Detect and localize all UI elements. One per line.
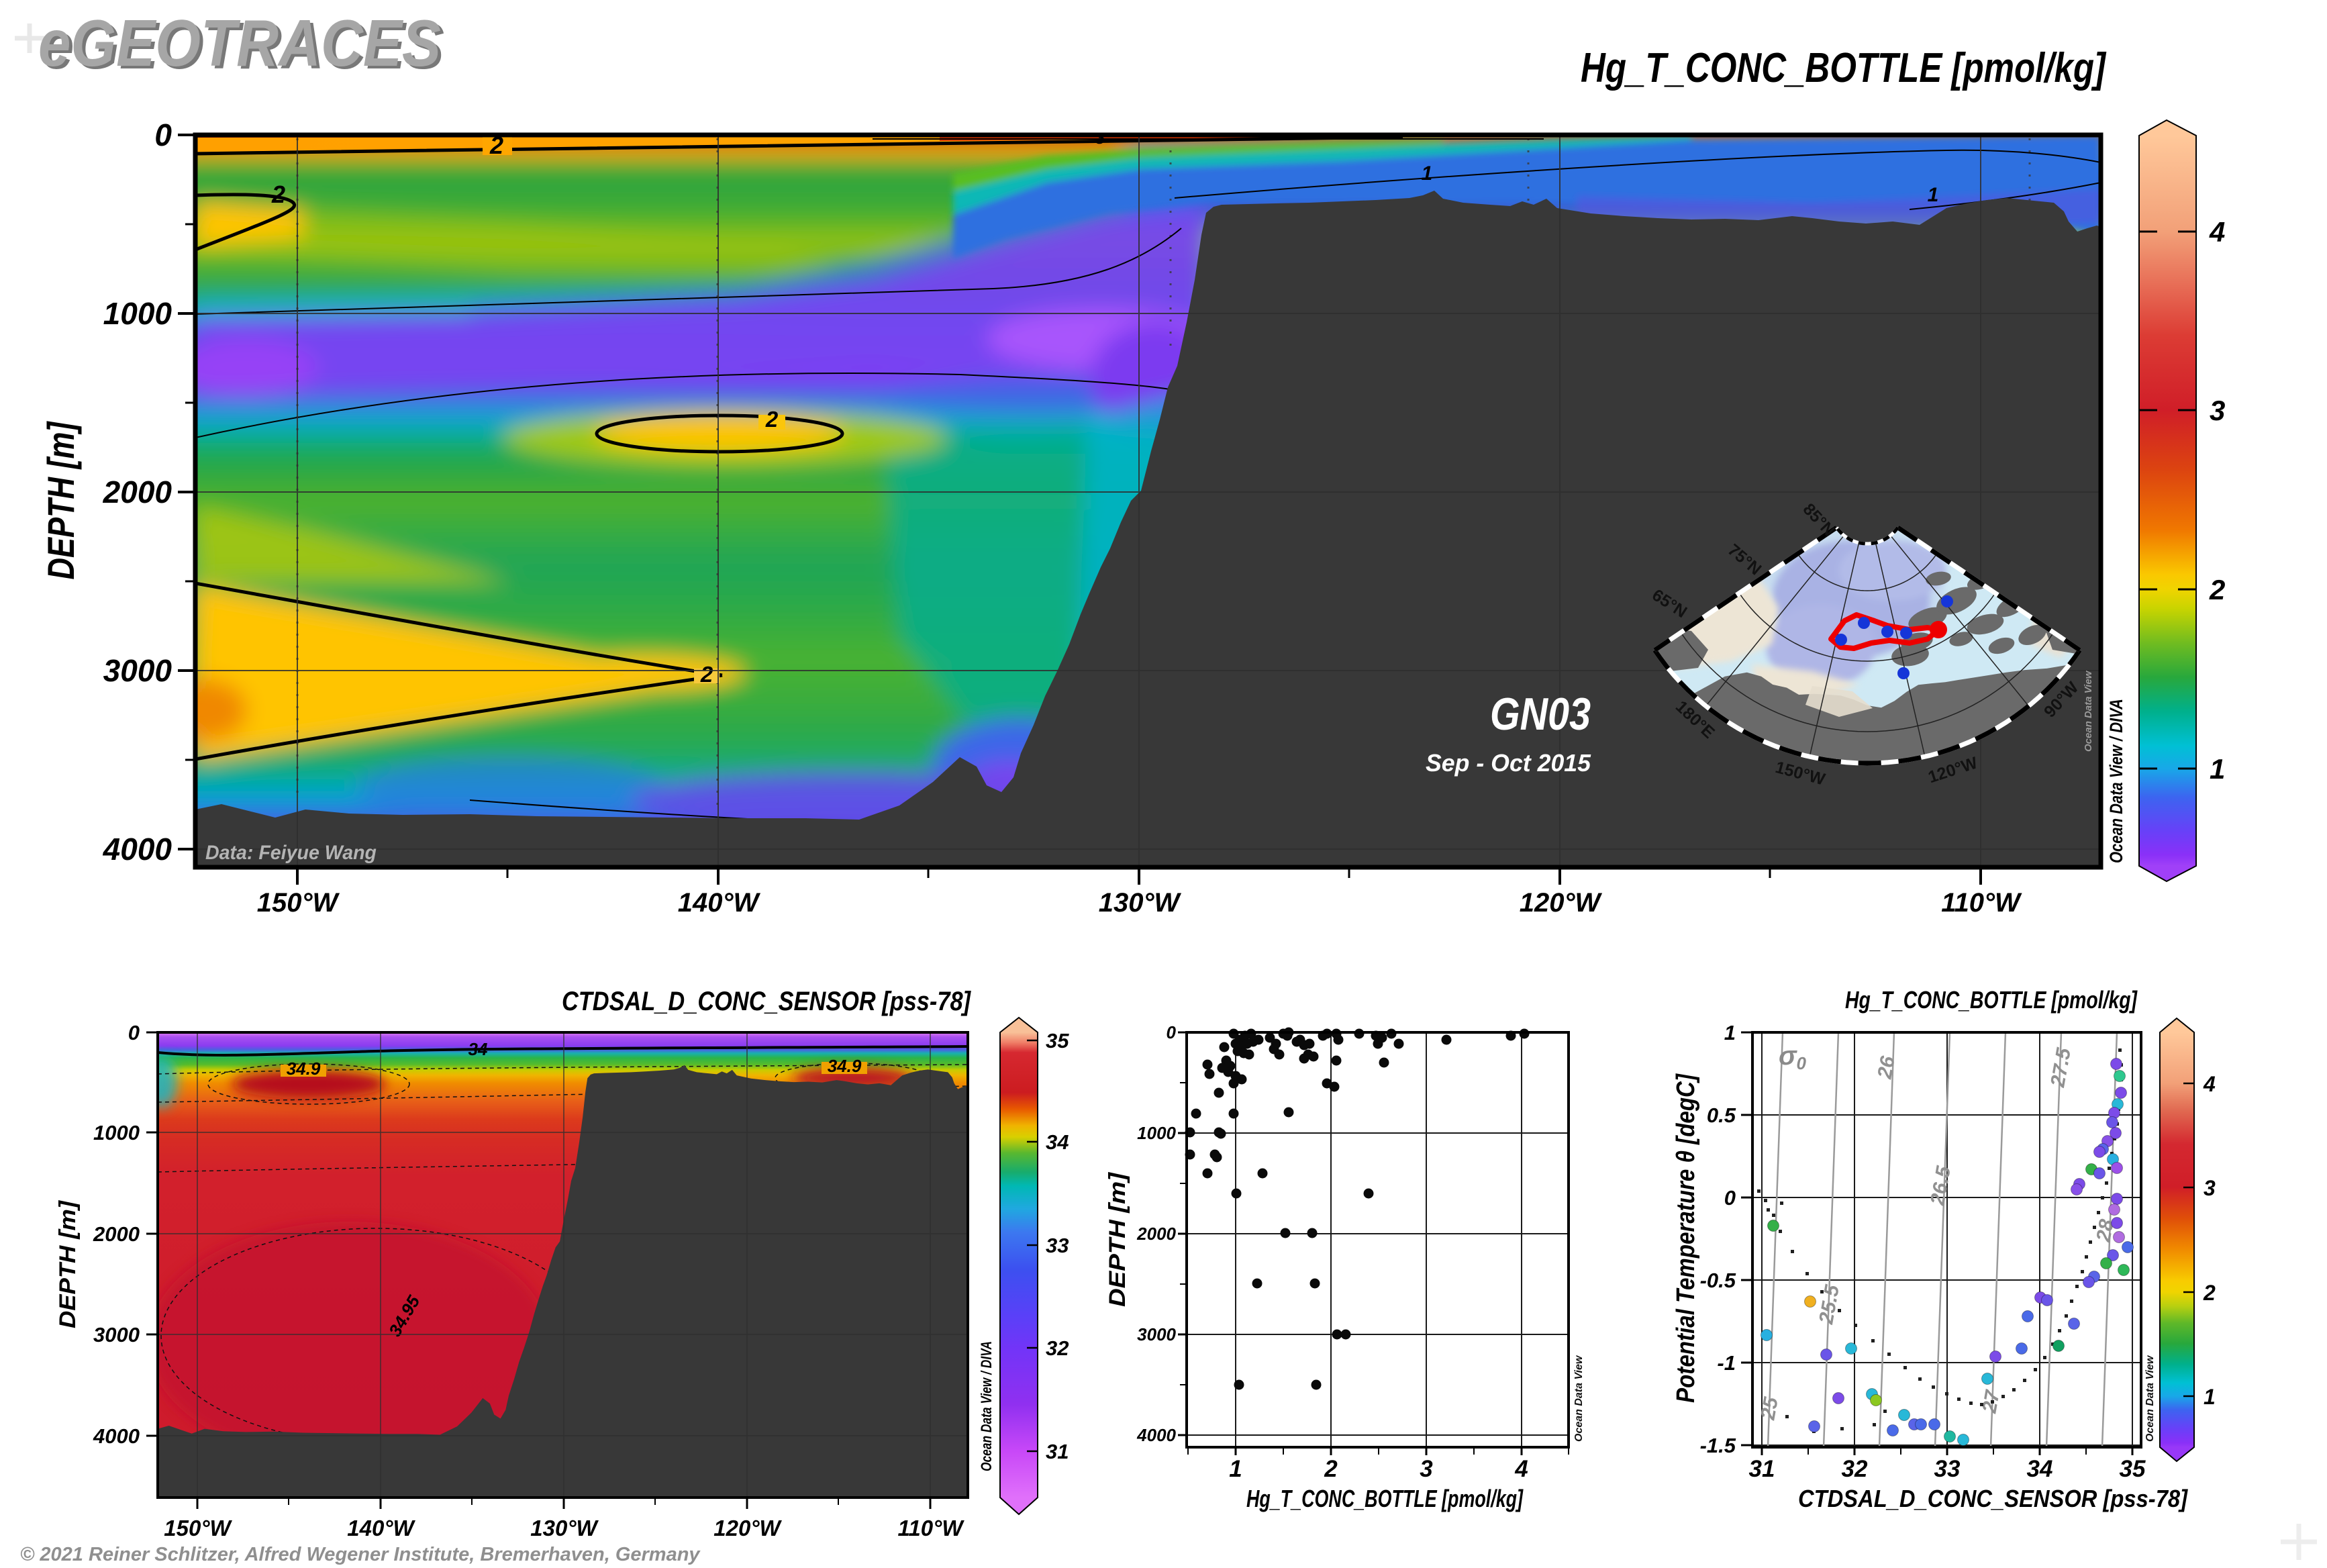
svg-text:25.5: 25.5 [1815,1282,1844,1326]
svg-text:31: 31 [1046,1440,1069,1463]
svg-text:DEPTH [m]: DEPTH [m] [40,421,82,580]
svg-text:2000: 2000 [1136,1224,1176,1244]
svg-text:1: 1 [1724,1021,1736,1044]
svg-text:0: 0 [1724,1186,1736,1210]
svg-text:2: 2 [2209,574,2225,605]
svg-text:4: 4 [2209,216,2225,248]
svg-text:26.5: 26.5 [1926,1163,1955,1208]
svg-text:4000: 4000 [103,832,172,867]
svg-text:2: 2 [271,181,285,208]
svg-text:2: 2 [765,407,779,432]
svg-text:33: 33 [1934,1456,1961,1482]
svg-text:35: 35 [2120,1456,2146,1482]
svg-text:2000: 2000 [103,475,172,509]
svg-text:1000: 1000 [103,296,172,331]
svg-text:Ocean Data View / DIVA: Ocean Data View / DIVA [2106,699,2126,863]
svg-text:GN03: GN03 [1490,689,1591,740]
svg-text:Sep - Oct 2015: Sep - Oct 2015 [1426,749,1591,777]
svg-text:Potential Temperature θ [degC]: Potential Temperature θ [degC] [1672,1073,1700,1403]
svg-text:0.5: 0.5 [1707,1104,1736,1127]
svg-text:34: 34 [2027,1456,2053,1482]
svg-text:27.5: 27.5 [2046,1045,2075,1089]
svg-text:32: 32 [1842,1456,1868,1482]
svg-text:110°W: 110°W [1941,888,2022,918]
svg-text:150°W: 150°W [164,1516,232,1540]
svg-text:140°W: 140°W [678,888,761,918]
svg-text:4: 4 [2203,1072,2216,1096]
svg-text:eGEOTRACES: eGEOTRACES [42,9,444,83]
svg-text:-1: -1 [1717,1351,1736,1375]
svg-text:0: 0 [128,1021,140,1044]
svg-text:1: 1 [1422,162,1433,185]
svg-text:4000: 4000 [1136,1425,1176,1445]
svg-text:© 2021 Reiner Schlitzer, Alfre: © 2021 Reiner Schlitzer, Alfred Wegener … [20,1544,701,1565]
svg-text:Ocean Data View: Ocean Data View [2083,670,2094,752]
svg-text:3: 3 [2210,395,2225,426]
svg-text:σ0: σ0 [1779,1041,1807,1073]
svg-text:3: 3 [1095,127,1105,148]
svg-text:2: 2 [2203,1281,2216,1305]
svg-text:Ocean Data View / DIVA: Ocean Data View / DIVA [978,1341,995,1471]
svg-text:2: 2 [700,662,713,687]
svg-text:2: 2 [489,132,503,159]
svg-text:1000: 1000 [93,1121,140,1144]
svg-text:34.9: 34.9 [287,1059,321,1079]
svg-text:32: 32 [1046,1336,1069,1360]
svg-text:34: 34 [1046,1130,1069,1154]
svg-text:3000: 3000 [103,653,172,688]
svg-text:1000: 1000 [1137,1123,1176,1143]
svg-text:31: 31 [1749,1456,1775,1482]
svg-text:CTDSAL_D_CONC_SENSOR [pss-78]: CTDSAL_D_CONC_SENSOR [pss-78] [562,987,971,1016]
svg-text:34.9: 34.9 [828,1056,862,1076]
svg-text:0: 0 [1167,1022,1177,1042]
svg-text:120°W: 120°W [1520,888,1603,918]
svg-text:3: 3 [1420,1456,1433,1482]
svg-text:CTDSAL_D_CONC_SENSOR [pss-78]: CTDSAL_D_CONC_SENSOR [pss-78] [1798,1485,2188,1512]
svg-text:1: 1 [1928,184,1939,206]
svg-text:150°W: 150°W [257,888,340,918]
svg-text:4000: 4000 [93,1424,140,1448]
svg-text:DEPTH [m]: DEPTH [m] [55,1199,81,1328]
svg-text:3: 3 [2204,1176,2216,1200]
svg-text:eGEOTRACES: eGEOTRACES [38,6,441,80]
svg-text:-0.5: -0.5 [1700,1269,1736,1292]
svg-text:Ocean Data View: Ocean Data View [1573,1355,1585,1442]
svg-text:130°W: 130°W [530,1516,599,1540]
svg-text:2: 2 [1324,1456,1338,1482]
svg-text:Hg_T_CONC_BOTTLE [pmol/kg]: Hg_T_CONC_BOTTLE [pmol/kg] [1246,1485,1524,1512]
svg-text:Data: Feiyue Wang: Data: Feiyue Wang [205,842,377,864]
svg-text:130°W: 130°W [1099,888,1182,918]
svg-text:25: 25 [1756,1395,1783,1422]
svg-text:Ocean Data View: Ocean Data View [2144,1355,2156,1442]
svg-text:1: 1 [2204,1385,2216,1409]
svg-text:4: 4 [1514,1456,1528,1482]
svg-text:33: 33 [1046,1234,1069,1257]
svg-text:Hg_T_CONC_BOTTLE [pmol/kg]: Hg_T_CONC_BOTTLE [pmol/kg] [1845,986,2138,1014]
svg-text:110°W: 110°W [898,1516,965,1540]
svg-text:1: 1 [2210,753,2225,785]
svg-text:3000: 3000 [1137,1324,1176,1344]
svg-text:-1.5: -1.5 [1700,1434,1736,1457]
svg-text:2000: 2000 [93,1222,140,1246]
svg-text:DEPTH [m]: DEPTH [m] [1105,1171,1130,1307]
svg-text:1: 1 [1229,1456,1242,1482]
svg-text:Hg_T_CONC_BOTTLE [pmol/kg]: Hg_T_CONC_BOTTLE [pmol/kg] [1581,45,2107,91]
svg-text:35: 35 [1046,1029,1069,1052]
svg-text:120°W: 120°W [713,1516,782,1540]
svg-text:26: 26 [1873,1055,1899,1081]
svg-text:140°W: 140°W [347,1516,415,1540]
svg-text:0: 0 [154,117,172,152]
svg-text:34: 34 [468,1039,488,1059]
svg-text:3000: 3000 [93,1323,140,1346]
